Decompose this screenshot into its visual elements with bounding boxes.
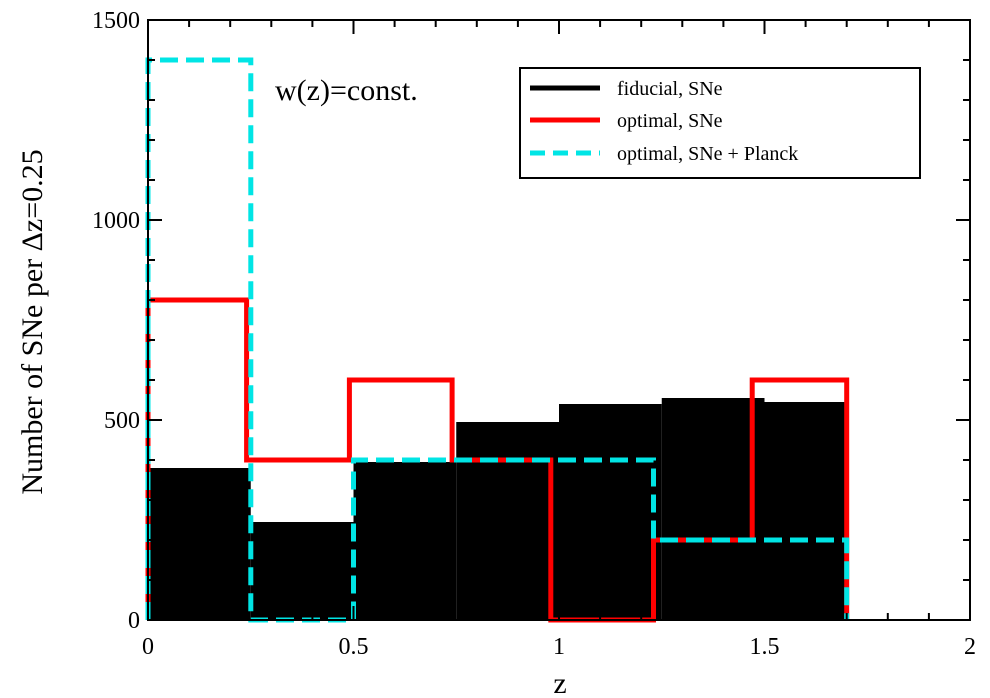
axes bbox=[147, 19, 971, 621]
tick-labels: 0 0.5 1 1.5 2 0 500 1000 1500 bbox=[92, 8, 976, 660]
fiducial-bars bbox=[148, 398, 847, 620]
y-tick-label-1: 500 bbox=[104, 408, 140, 434]
x-tick-label-2: 1 bbox=[553, 634, 565, 660]
annotation-text: w(z)=const. bbox=[275, 74, 418, 107]
x-tick-label-0: 0 bbox=[142, 634, 154, 660]
x-tick-label-3: 1.5 bbox=[750, 634, 780, 660]
y-axis-label: Number of SNe per Δz=0.25 bbox=[16, 149, 49, 494]
legend: fiducial, SNe optimal, SNe optimal, SNe … bbox=[519, 67, 921, 179]
y-tick-label-0: 0 bbox=[128, 608, 140, 634]
legend-label-planck: optimal, SNe + Planck bbox=[617, 143, 798, 165]
series-lines bbox=[145, 57, 850, 623]
series-line-optimal-sne bbox=[145, 297, 850, 623]
x-tick-label-1: 0.5 bbox=[339, 634, 369, 660]
y-tick-label-3: 1500 bbox=[92, 8, 140, 34]
fiducial-bar-0 bbox=[148, 468, 251, 620]
fiducial-bar-4 bbox=[559, 404, 662, 620]
x-tick-label-4: 2 bbox=[964, 634, 976, 660]
legend-label-fiducial: fiducial, SNe bbox=[617, 78, 723, 100]
fiducial-bar-5 bbox=[661, 398, 765, 620]
legend-label-optimal: optimal, SNe bbox=[617, 110, 723, 132]
fiducial-bar-3 bbox=[456, 422, 559, 620]
series-line-optimal-sne-planck bbox=[145, 57, 850, 623]
fiducial-bar-2 bbox=[353, 462, 457, 620]
fiducial-bar-6 bbox=[764, 402, 847, 620]
y-tick-label-2: 1000 bbox=[92, 208, 140, 234]
x-axis-label: z bbox=[553, 667, 566, 698]
fiducial-bar-1 bbox=[250, 522, 354, 620]
